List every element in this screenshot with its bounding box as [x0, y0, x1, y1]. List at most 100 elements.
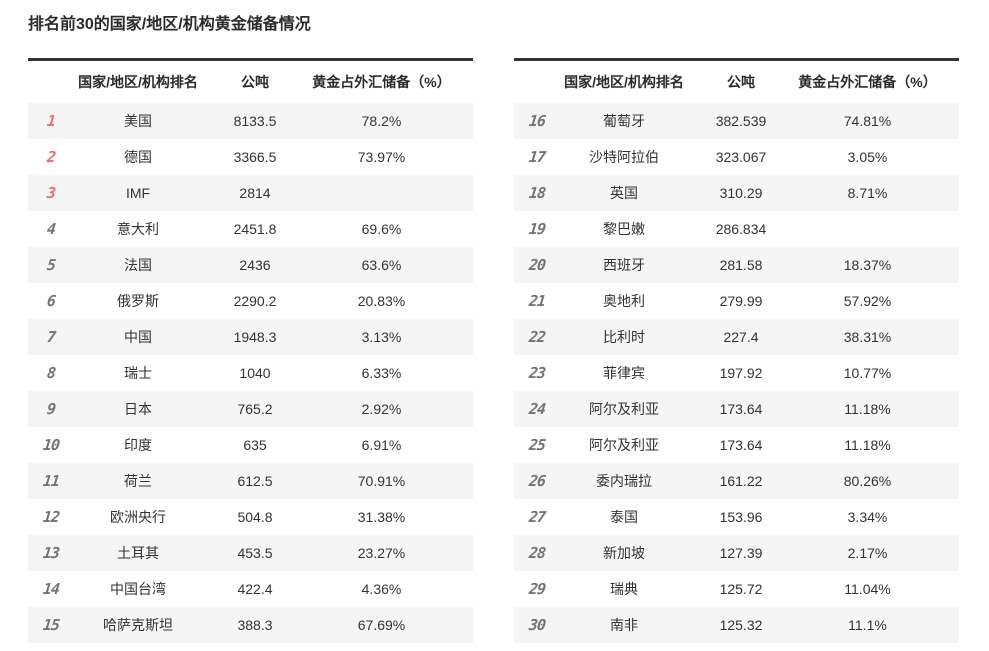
- tables-container: 国家/地区/机构排名 公吨 黄金占外汇储备（%） 1 美国 8133.5 78.2% 2…: [28, 58, 989, 643]
- percent-cell: 80.26%: [843, 473, 892, 489]
- percent-column-header: 黄金占外汇储备（%）: [308, 59, 473, 103]
- table-row: 27 泰国 153.96 3.34%: [514, 499, 959, 535]
- rank-cell: 4: [28, 211, 74, 247]
- rank-number: 19: [528, 220, 546, 238]
- tons-cell: 310.29: [719, 185, 763, 201]
- rank-cell: 26: [514, 463, 560, 499]
- rank-column-header: [514, 59, 560, 103]
- percent-cell: 73.97%: [357, 149, 406, 165]
- rank-cell: 15: [28, 607, 74, 643]
- country-cell: 俄罗斯: [117, 293, 159, 309]
- tons-cell: 153.96: [719, 509, 763, 525]
- rank-number: 17: [528, 148, 546, 166]
- rank-number: 11: [42, 472, 60, 490]
- table-row: 23 菲律宾 197.92 10.77%: [514, 355, 959, 391]
- tons-cell: 422.4: [237, 581, 273, 597]
- tons-cell: 388.3: [237, 617, 273, 633]
- rank-cell: 13: [28, 535, 74, 571]
- percent-cell: 74.81%: [843, 113, 892, 129]
- tons-column-header: 公吨: [688, 59, 794, 103]
- tons-cell: 125.32: [719, 617, 763, 633]
- rank-number: 1: [46, 112, 56, 130]
- percent-cell: [794, 211, 959, 247]
- rank-cell: 1: [28, 103, 74, 139]
- rank-number: 3: [46, 184, 56, 202]
- tons-cell: 8133.5: [233, 113, 277, 129]
- rank-cell: 14: [28, 571, 74, 607]
- table-row: 19 黎巴嫩 286.834: [514, 211, 959, 247]
- country-cell: 土耳其: [117, 545, 159, 561]
- rank-cell: 9: [28, 391, 74, 427]
- tons-cell: 173.64: [719, 437, 763, 453]
- percent-cell: [308, 175, 473, 211]
- rank-number: 28: [528, 544, 546, 562]
- rank-number: 4: [46, 220, 56, 238]
- percent-cell: 8.71%: [847, 185, 888, 201]
- table-row: 30 南非 125.32 11.1%: [514, 607, 959, 643]
- rank-number: 25: [528, 436, 546, 454]
- rank-number: 20: [528, 256, 546, 274]
- country-cell: 德国: [124, 149, 152, 165]
- table-row: 10 印度 635 6.91%: [28, 427, 473, 463]
- rank-cell: 16: [514, 103, 560, 139]
- percent-cell: 69.6%: [361, 221, 402, 237]
- country-cell: 委内瑞拉: [596, 473, 652, 489]
- gold-reserves-table-right: 国家/地区/机构排名 公吨 黄金占外汇储备（%） 16 葡萄牙 382.539 74.…: [514, 58, 959, 643]
- table-body-ranks-16-30: 16 葡萄牙 382.539 74.81% 17 沙特阿拉伯 323.067 3.05% 18 英…: [514, 103, 959, 643]
- tons-cell: 323.067: [715, 149, 767, 165]
- percent-cell: 3.13%: [361, 329, 402, 345]
- table-row: 25 阿尔及利亚 173.64 11.18%: [514, 427, 959, 463]
- rank-cell: 17: [514, 139, 560, 175]
- tons-cell: 161.22: [719, 473, 763, 489]
- tons-cell: 227.4: [723, 329, 759, 345]
- table-row: 16 葡萄牙 382.539 74.81%: [514, 103, 959, 139]
- country-cell: 菲律宾: [603, 365, 645, 381]
- rank-number: 23: [528, 364, 546, 382]
- country-cell: 日本: [124, 401, 152, 417]
- gold-reserves-table-left: 国家/地区/机构排名 公吨 黄金占外汇储备（%） 1 美国 8133.5 78.2% 2…: [28, 58, 473, 643]
- country-cell: 瑞典: [610, 581, 638, 597]
- tons-cell: 286.834: [715, 221, 767, 237]
- rank-number: 10: [42, 436, 60, 454]
- rank-number: 5: [46, 256, 56, 274]
- percent-cell: 20.83%: [357, 293, 406, 309]
- percent-column-header: 黄金占外汇储备（%）: [794, 59, 959, 103]
- country-cell: 荷兰: [124, 473, 152, 489]
- tons-cell: 1948.3: [233, 329, 277, 345]
- tons-cell: 2290.2: [233, 293, 277, 309]
- table-row: 17 沙特阿拉伯 323.067 3.05%: [514, 139, 959, 175]
- rank-number: 2: [46, 148, 56, 166]
- rank-cell: 8: [28, 355, 74, 391]
- tons-cell: 765.2: [237, 401, 273, 417]
- tons-column-header: 公吨: [202, 59, 308, 103]
- rank-column-header: [28, 59, 74, 103]
- rank-number: 29: [528, 580, 546, 598]
- percent-cell: 4.36%: [361, 581, 402, 597]
- rank-cell: 28: [514, 535, 560, 571]
- rank-number: 16: [528, 112, 546, 130]
- tons-cell: 504.8: [237, 509, 273, 525]
- rank-cell: 18: [514, 175, 560, 211]
- rank-cell: 2: [28, 139, 74, 175]
- rank-cell: 25: [514, 427, 560, 463]
- rank-cell: 22: [514, 319, 560, 355]
- country-cell: 新加坡: [603, 545, 645, 561]
- rank-cell: 5: [28, 247, 74, 283]
- table-row: 13 土耳其 453.5 23.27%: [28, 535, 473, 571]
- percent-cell: 3.34%: [847, 509, 888, 525]
- rank-cell: 7: [28, 319, 74, 355]
- rank-cell: 12: [28, 499, 74, 535]
- country-cell: 奥地利: [603, 293, 645, 309]
- rank-cell: 23: [514, 355, 560, 391]
- country-cell: 西班牙: [603, 257, 645, 273]
- table-row: 15 哈萨克斯坦 388.3 67.69%: [28, 607, 473, 643]
- country-cell: 美国: [124, 113, 152, 129]
- percent-cell: 11.1%: [848, 617, 887, 633]
- percent-cell: 67.69%: [357, 617, 406, 633]
- rank-number: 27: [528, 508, 546, 526]
- percent-cell: 11.04%: [844, 581, 891, 597]
- tons-cell: 127.39: [719, 545, 763, 561]
- tons-cell: 2436: [239, 257, 271, 273]
- rank-number: 24: [528, 400, 546, 418]
- rank-cell: 6: [28, 283, 74, 319]
